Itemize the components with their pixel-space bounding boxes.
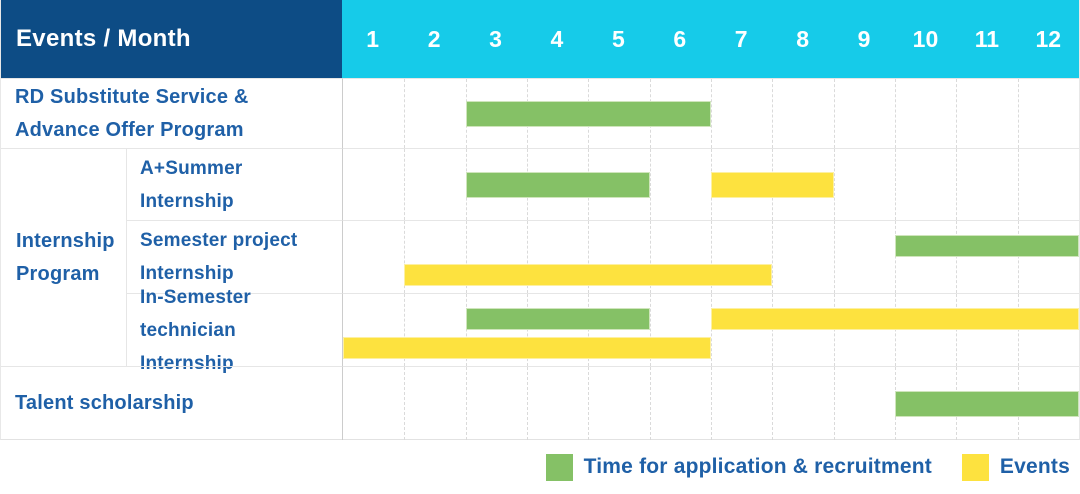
bars-layer (343, 221, 1079, 293)
month-header-5: 5 (611, 25, 625, 52)
event-bar (343, 337, 711, 359)
application-bar (895, 390, 1079, 417)
application-bar (465, 171, 650, 198)
event-bar (711, 171, 834, 198)
bars-layer (343, 149, 1079, 220)
month-header-3: 3 (489, 25, 502, 52)
legend-label-events: Events (999, 455, 1070, 478)
application-bar (895, 235, 1079, 257)
month-header-4: 4 (550, 25, 564, 52)
application-bar (465, 100, 711, 127)
application-swatch-icon (545, 453, 573, 481)
chart-row-rd-substitute-service (342, 78, 1079, 148)
row-label-semester-project-internship: Semester project Internship (126, 220, 342, 293)
month-header-2: 2 (427, 25, 441, 52)
legend-item-events: Events (961, 453, 1070, 481)
event-bar (711, 308, 1079, 330)
row-label-in-semester-technician-internship: In-Semester technician Internship (126, 287, 342, 374)
events-swatch-icon (961, 453, 989, 481)
month-header-12: 12 (1035, 25, 1062, 52)
row-label-talent-scholarship: Talent scholarship (1, 366, 342, 440)
month-header-10: 10 (912, 25, 939, 52)
table-header-title: Events / Month (1, 0, 342, 78)
chart-row-in-semester-technician-internship (342, 293, 1079, 366)
bars-layer (343, 294, 1079, 366)
event-bar (404, 264, 773, 286)
month-header-row: 1 2 3 4 5 6 7 8 9 10 11 12 (342, 0, 1079, 78)
chart-row-semester-project-internship (342, 220, 1079, 293)
row-label-a-plus-summer-internship: A+Summer Internship (126, 148, 342, 220)
legend-label-application: Time for application & recruitment (583, 455, 932, 478)
month-header-7: 7 (734, 25, 748, 52)
application-bar (465, 308, 650, 330)
bars-layer (343, 79, 1079, 148)
row-label-rd-substitute-service: RD Substitute Service & Advance Offer Pr… (1, 78, 342, 148)
month-gridlines (343, 294, 1079, 366)
group-label-internship-program: Internship Program (1, 148, 126, 366)
events-month-table: Events / Month 1 2 3 4 5 6 7 8 9 10 11 1… (0, 0, 1080, 440)
month-header-9: 9 (857, 25, 871, 52)
month-header-11: 11 (974, 25, 1000, 52)
month-header-1: 1 (366, 25, 380, 52)
month-header-6: 6 (673, 25, 687, 52)
month-gridlines (343, 221, 1079, 293)
chart-row-a-plus-summer-internship (342, 148, 1079, 220)
chart-legend: Time for application & recruitment Event… (0, 440, 1080, 494)
month-header-8: 8 (796, 25, 810, 52)
legend-item-application: Time for application & recruitment (545, 453, 932, 481)
chart-row-talent-scholarship (342, 366, 1079, 440)
bars-layer (343, 367, 1079, 440)
